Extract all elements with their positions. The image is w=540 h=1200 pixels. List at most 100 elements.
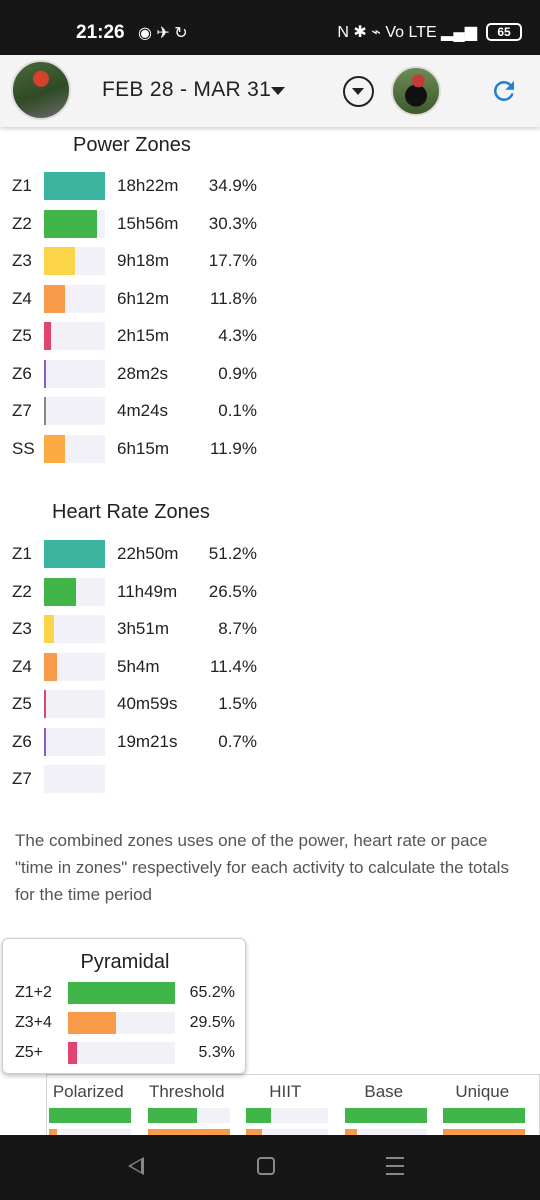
zone-row: Z2 15h56m 30.3% [0, 209, 300, 240]
zone-bar [44, 359, 46, 388]
pyramidal-percent: 29.5% [189, 1014, 235, 1031]
zone-label: Z5 [12, 326, 32, 345]
zone-time: 11h49m [117, 581, 178, 601]
zone-time: 28m2s [117, 363, 169, 383]
zone-time: 9h18m [117, 251, 169, 270]
zone-time: 6h15m [117, 438, 169, 458]
model-column[interactable]: Polarized [47, 1075, 138, 1136]
zone-row: Z7 4m24s 0.1% [0, 397, 300, 427]
model-label: Base [364, 1082, 404, 1101]
zone-bar-track [44, 577, 105, 606]
model-bar-secondary [147, 1129, 230, 1136]
zone-row: Z6 28m2s 0.9% [0, 359, 300, 390]
model-bar-track-secondary [344, 1129, 427, 1136]
zone-label: Z5 [12, 694, 32, 713]
zone-row: Z3 3h51m 8.7% [0, 615, 300, 645]
zone-time: 40m59s [117, 694, 178, 713]
zone-bar [44, 209, 97, 238]
zone-time: 6h12m [117, 288, 169, 308]
model-bar [344, 1108, 427, 1123]
zone-bar [44, 540, 105, 568]
zone-row: Z5 40m59s 1.5% [0, 690, 300, 720]
zone-label: Z2 [12, 581, 32, 601]
model-bar-track-secondary [147, 1129, 230, 1136]
zone-percent: 0.9% [218, 363, 257, 383]
zone-percent: 34.9% [208, 176, 257, 195]
pyramidal-percent: 5.3% [198, 1044, 235, 1061]
model-label: Polarized [52, 1082, 124, 1101]
zone-label: SS [12, 438, 35, 458]
zone-row: SS 6h15m 11.9% [0, 434, 300, 465]
profile-avatar[interactable] [11, 60, 71, 120]
zone-bar [44, 690, 46, 718]
zone-label: Z3 [12, 251, 32, 270]
model-bar-track [147, 1108, 230, 1123]
zone-time: 3h51m [117, 619, 169, 638]
battery-icon: 65 [486, 23, 522, 41]
zone-bar [44, 322, 51, 350]
zone-percent: 0.7% [218, 731, 257, 751]
zone-label: Z7 [12, 769, 32, 788]
zone-bar [44, 172, 105, 200]
zone-label: Z6 [12, 363, 32, 383]
zone-bar-track [44, 284, 105, 313]
zone-label: Z4 [12, 288, 32, 308]
zone-bar-track [44, 209, 105, 238]
zone-bar [44, 727, 46, 756]
zone-bar-track [44, 540, 105, 568]
app-header: FEB 28 - MAR 31 [0, 55, 540, 127]
zone-bar [44, 652, 57, 681]
model-bar-track-secondary [246, 1129, 328, 1136]
zone-percent: 0.1% [218, 401, 257, 420]
caret-down-icon[interactable] [271, 87, 285, 95]
model-bar-track-secondary [49, 1129, 131, 1136]
zone-bar [44, 284, 65, 313]
pyramidal-percent: 65.2% [189, 984, 235, 1001]
zone-bar-track [44, 615, 105, 643]
home-icon[interactable] [257, 1157, 275, 1175]
model-label: HIIT [269, 1082, 302, 1101]
notification-icons: ◉ ✈ ↻ [138, 25, 188, 42]
model-column[interactable]: Base [335, 1075, 434, 1136]
back-icon[interactable] [128, 1157, 144, 1175]
pyramidal-row: Z3+4 29.5% [3, 1012, 247, 1034]
pyramidal-bar [68, 982, 175, 1004]
zone-label: Z1 [12, 176, 32, 195]
zone-row: Z1 18h22m 34.9% [0, 172, 300, 202]
zone-bar [44, 577, 76, 606]
zone-row: Z3 9h18m 17.7% [0, 247, 300, 277]
zone-time: 18h22m [117, 176, 179, 195]
model-column[interactable]: Unique [433, 1075, 532, 1136]
athlete-avatar[interactable] [391, 66, 441, 116]
zone-time: 2h15m [117, 326, 169, 345]
pyramidal-bar [68, 1012, 116, 1034]
pyramidal-label: Z1+2 [15, 984, 52, 1001]
recent-apps-icon[interactable] [386, 1157, 404, 1175]
zone-label: Z6 [12, 731, 32, 751]
model-bar-secondary [49, 1129, 57, 1136]
pyramidal-bar-track [68, 1042, 175, 1064]
refresh-icon[interactable] [489, 76, 519, 106]
zone-bar-track [44, 434, 105, 463]
zone-row: Z5 2h15m 4.3% [0, 322, 300, 352]
zone-bar-track [44, 247, 105, 275]
model-column[interactable]: Threshold [138, 1075, 237, 1136]
pyramidal-bar [68, 1042, 77, 1064]
zone-percent: 11.4% [210, 656, 257, 676]
date-range-selector[interactable]: FEB 28 - MAR 31 [102, 78, 272, 101]
zone-percent: 11.8% [210, 288, 257, 308]
zone-bar-track [44, 172, 105, 200]
zone-row: Z4 5h4m 11.4% [0, 652, 300, 683]
zone-label: Z3 [12, 619, 32, 638]
pyramidal-bar-track [68, 1012, 175, 1034]
dropdown-circle-icon[interactable] [343, 76, 374, 107]
pyramidal-card[interactable]: Pyramidal Z1+2 65.2% Z3+4 29.5% Z5+ 5.3% [2, 938, 246, 1074]
model-bar [49, 1108, 131, 1123]
pyramidal-label: Z5+ [15, 1044, 44, 1061]
system-icons: N ✱ ⌁ Vo LTE ▂▄▆ 65 [337, 22, 522, 42]
status-bar: 21:26 ◉ ✈ ↻ N ✱ ⌁ Vo LTE ▂▄▆ 65 [0, 0, 540, 55]
zone-time: 19m21s [117, 731, 178, 751]
model-column[interactable]: HIIT [236, 1075, 335, 1136]
pyramidal-bar-track [68, 982, 175, 1004]
zone-bar-track [44, 652, 105, 681]
